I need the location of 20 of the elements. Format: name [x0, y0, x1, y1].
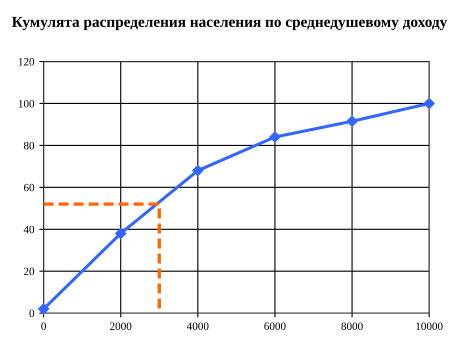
y-tick-label: 60 — [24, 184, 34, 192]
x-tick-label: 2000 — [110, 322, 132, 330]
y-tick-label: 20 — [24, 268, 34, 276]
x-tick-label: 0 — [41, 322, 46, 330]
point — [346, 116, 358, 127]
y-tick-label: 100 — [18, 100, 34, 108]
x-tick-label: 8000 — [341, 322, 363, 330]
y-tick-label: 120 — [18, 58, 34, 66]
point — [38, 303, 50, 315]
point — [115, 228, 126, 240]
y-tick-label: 40 — [24, 226, 34, 234]
y-tick-label: 80 — [24, 142, 34, 150]
chart-title: Кумулята распределения населения по среднедушевому доходу — [12, 16, 448, 30]
x-tick-label: 4000 — [186, 322, 209, 330]
x-tick-label: 10000 — [416, 322, 443, 330]
y-tick-label: 0 — [29, 310, 34, 318]
point — [192, 164, 204, 176]
x-tick-label: 6000 — [264, 322, 286, 330]
point — [269, 131, 281, 143]
point — [424, 98, 435, 110]
